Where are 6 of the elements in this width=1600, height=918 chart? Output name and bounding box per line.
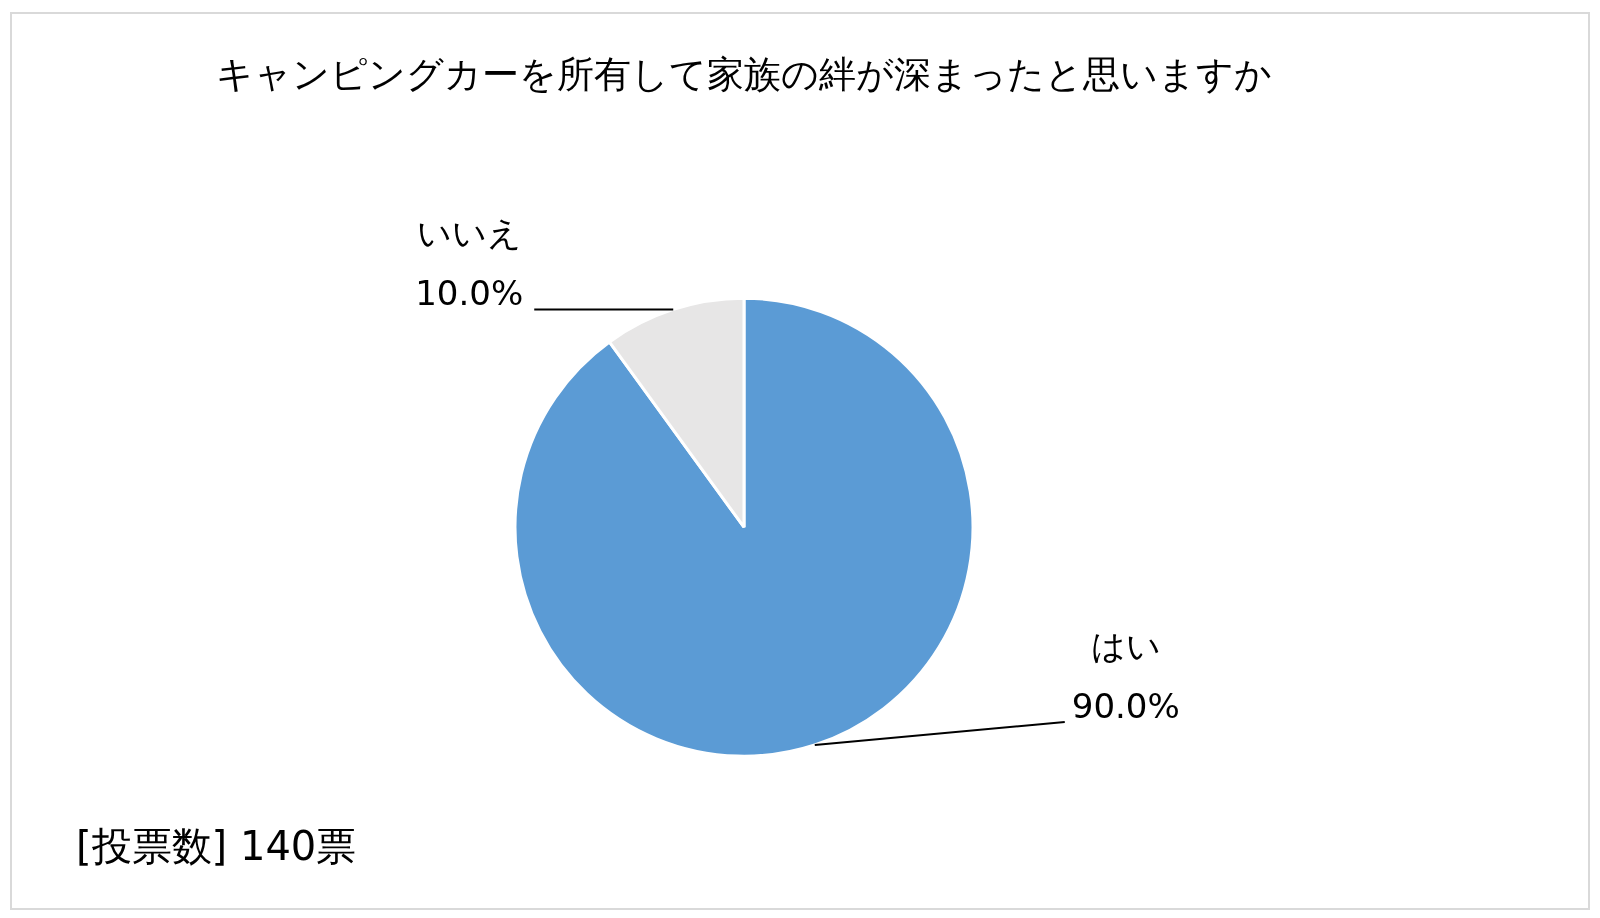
- text: [投票数] 140票: [76, 823, 357, 870]
- slice-label: いいえ: [416, 213, 522, 254]
- slice-label: はい: [1090, 625, 1161, 666]
- chart-title: キャンピングカーを所有して家族の絆が深まったと思いますか: [216, 52, 1272, 96]
- data-label: 10.0%: [415, 273, 524, 314]
- data-label: 90.0%: [1071, 685, 1180, 726]
